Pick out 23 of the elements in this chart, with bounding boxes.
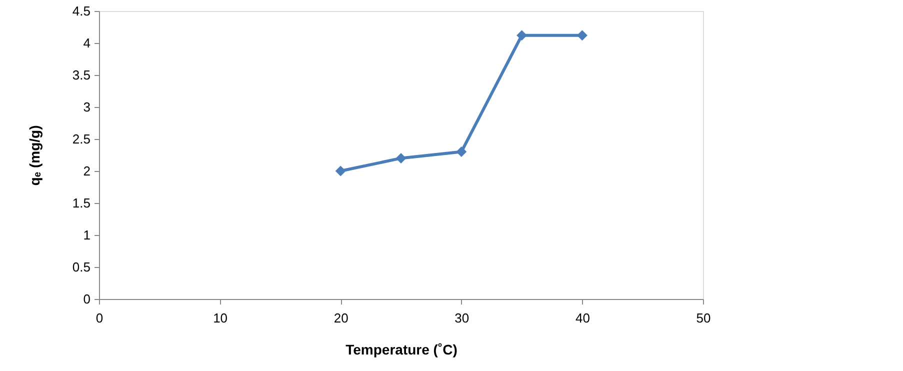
y-tick-label: 2 <box>83 164 90 178</box>
point <box>516 30 528 41</box>
y-tick-label: 0 <box>83 292 90 306</box>
x-tick-label: 40 <box>575 310 590 326</box>
y-tick-label: 1 <box>83 228 90 242</box>
y-axis-title: qₑ (mg/g) <box>26 125 42 186</box>
y-tick-label: 1.5 <box>72 196 90 210</box>
y-tick-label: 3.5 <box>72 68 90 82</box>
x-tick-label: 20 <box>334 310 348 326</box>
y-tick-label: 4 <box>83 36 90 50</box>
x-tick-label: 0 <box>96 310 104 326</box>
y-tick-label: 0.5 <box>72 260 90 274</box>
y-tick-label: 3 <box>83 100 90 114</box>
y-tick-label: 2.5 <box>72 132 90 146</box>
y-tick-label: 4.5 <box>72 4 90 18</box>
point <box>396 152 406 164</box>
point <box>335 166 346 176</box>
x-axis-title: Temperature (˚C) <box>346 342 458 358</box>
x-tick-label: 30 <box>454 310 470 326</box>
point <box>456 146 467 158</box>
x-tick-label: 10 <box>213 310 228 326</box>
point <box>576 30 588 41</box>
x-tick-label: 50 <box>696 310 711 326</box>
